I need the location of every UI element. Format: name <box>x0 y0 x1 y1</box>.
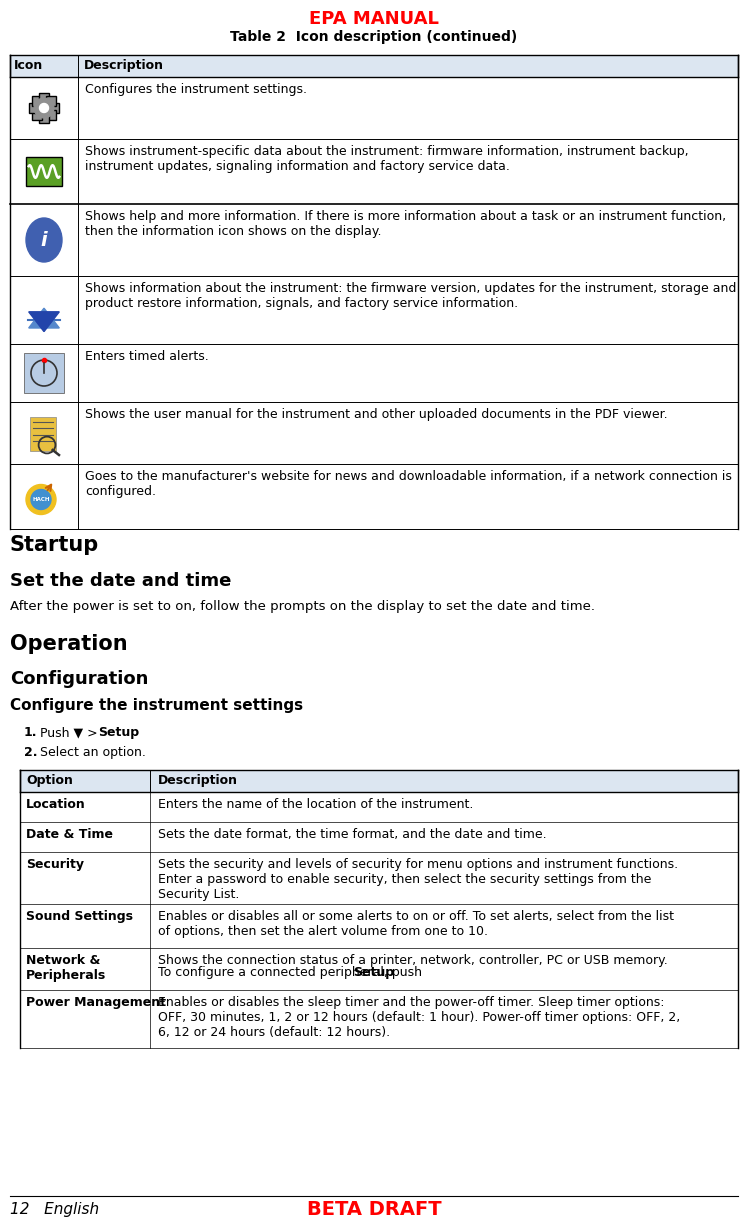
Text: Shows instrument-specific data about the instrument: firmware information, instr: Shows instrument-specific data about the… <box>85 145 689 174</box>
Text: Shows information about the instrument: the firmware version, updates for the in: Shows information about the instrument: … <box>85 282 736 310</box>
FancyBboxPatch shape <box>46 110 56 120</box>
Text: .: . <box>133 726 137 739</box>
Text: Power Management: Power Management <box>26 996 166 1009</box>
Text: HACH: HACH <box>32 497 50 502</box>
Text: Security: Security <box>26 858 84 871</box>
Text: Shows help and more information. If there is more information about a task or an: Shows help and more information. If ther… <box>85 210 726 238</box>
Text: EPA MANUAL: EPA MANUAL <box>309 10 439 28</box>
FancyBboxPatch shape <box>10 276 738 345</box>
Polygon shape <box>28 312 59 331</box>
FancyBboxPatch shape <box>20 852 738 904</box>
FancyBboxPatch shape <box>32 95 42 106</box>
Text: Setup: Setup <box>98 726 139 739</box>
Circle shape <box>26 484 56 514</box>
Text: 12   English: 12 English <box>10 1202 99 1217</box>
Text: Location: Location <box>26 798 86 811</box>
Text: Sound Settings: Sound Settings <box>26 910 133 923</box>
FancyBboxPatch shape <box>49 103 59 112</box>
Text: To configure a connected peripheral, push: To configure a connected peripheral, pus… <box>158 967 426 979</box>
FancyBboxPatch shape <box>10 77 738 139</box>
Text: Setup: Setup <box>353 967 394 979</box>
Text: Select an option.: Select an option. <box>40 745 146 759</box>
Text: Icon: Icon <box>14 59 43 72</box>
Text: Startup: Startup <box>10 535 99 555</box>
Polygon shape <box>28 308 59 327</box>
Ellipse shape <box>26 218 62 262</box>
Text: Enters timed alerts.: Enters timed alerts. <box>85 349 209 363</box>
Text: Goes to the manufacturer's website for news and downloadable information, if a n: Goes to the manufacturer's website for n… <box>85 470 732 499</box>
Text: Push ▼ >: Push ▼ > <box>40 726 102 739</box>
Text: Option: Option <box>26 774 73 787</box>
Text: Shows the connection status of a printer, network, controller, PC or USB memory.: Shows the connection status of a printer… <box>158 954 668 967</box>
Text: Network &
Peripherals: Network & Peripherals <box>26 954 106 982</box>
FancyBboxPatch shape <box>26 158 62 186</box>
Text: Table 2  Icon description (continued): Table 2 Icon description (continued) <box>230 31 518 44</box>
FancyBboxPatch shape <box>10 464 738 529</box>
FancyBboxPatch shape <box>30 417 56 451</box>
Text: Description: Description <box>158 774 238 787</box>
Text: After the power is set to on, follow the prompts on the display to set the date : After the power is set to on, follow the… <box>10 600 595 613</box>
Text: Configures the instrument settings.: Configures the instrument settings. <box>85 83 307 97</box>
FancyBboxPatch shape <box>20 948 738 990</box>
Text: Date & Time: Date & Time <box>26 829 113 841</box>
Text: Configuration: Configuration <box>10 670 148 688</box>
Text: Shows the user manual for the instrument and other uploaded documents in the PDF: Shows the user manual for the instrument… <box>85 408 668 422</box>
Text: 1.: 1. <box>24 726 37 739</box>
Text: Operation: Operation <box>10 634 128 654</box>
FancyBboxPatch shape <box>24 353 64 393</box>
FancyBboxPatch shape <box>20 904 738 948</box>
Text: Enters the name of the location of the instrument.: Enters the name of the location of the i… <box>158 798 473 811</box>
Circle shape <box>31 490 51 510</box>
FancyBboxPatch shape <box>20 822 738 852</box>
Text: Sets the date format, the time format, and the date and time.: Sets the date format, the time format, a… <box>158 829 547 841</box>
Text: Set the date and time: Set the date and time <box>10 572 231 590</box>
FancyBboxPatch shape <box>10 402 738 464</box>
FancyBboxPatch shape <box>20 770 738 792</box>
Circle shape <box>34 98 54 117</box>
Text: BETA DRAFT: BETA DRAFT <box>307 1200 441 1220</box>
FancyBboxPatch shape <box>46 95 56 106</box>
Text: 2.: 2. <box>24 745 37 759</box>
Text: i: i <box>40 231 47 251</box>
FancyBboxPatch shape <box>20 990 738 1048</box>
Text: Enables or disables all or some alerts to on or off. To set alerts, select from : Enables or disables all or some alerts t… <box>158 910 674 938</box>
FancyBboxPatch shape <box>10 204 738 276</box>
FancyBboxPatch shape <box>10 139 738 204</box>
FancyBboxPatch shape <box>10 55 738 77</box>
FancyBboxPatch shape <box>10 345 738 402</box>
Text: Sets the security and levels of security for menu options and instrument functio: Sets the security and levels of security… <box>158 858 678 901</box>
FancyBboxPatch shape <box>32 110 42 120</box>
Text: Enables or disables the sleep timer and the power-off timer. Sleep timer options: Enables or disables the sleep timer and … <box>158 996 680 1039</box>
Text: Configure the instrument settings: Configure the instrument settings <box>10 698 303 712</box>
Text: .: . <box>388 967 392 979</box>
Circle shape <box>40 104 49 112</box>
FancyBboxPatch shape <box>20 792 738 822</box>
FancyBboxPatch shape <box>39 93 49 103</box>
FancyBboxPatch shape <box>39 114 49 123</box>
Text: Description: Description <box>84 59 164 72</box>
FancyBboxPatch shape <box>29 103 39 112</box>
